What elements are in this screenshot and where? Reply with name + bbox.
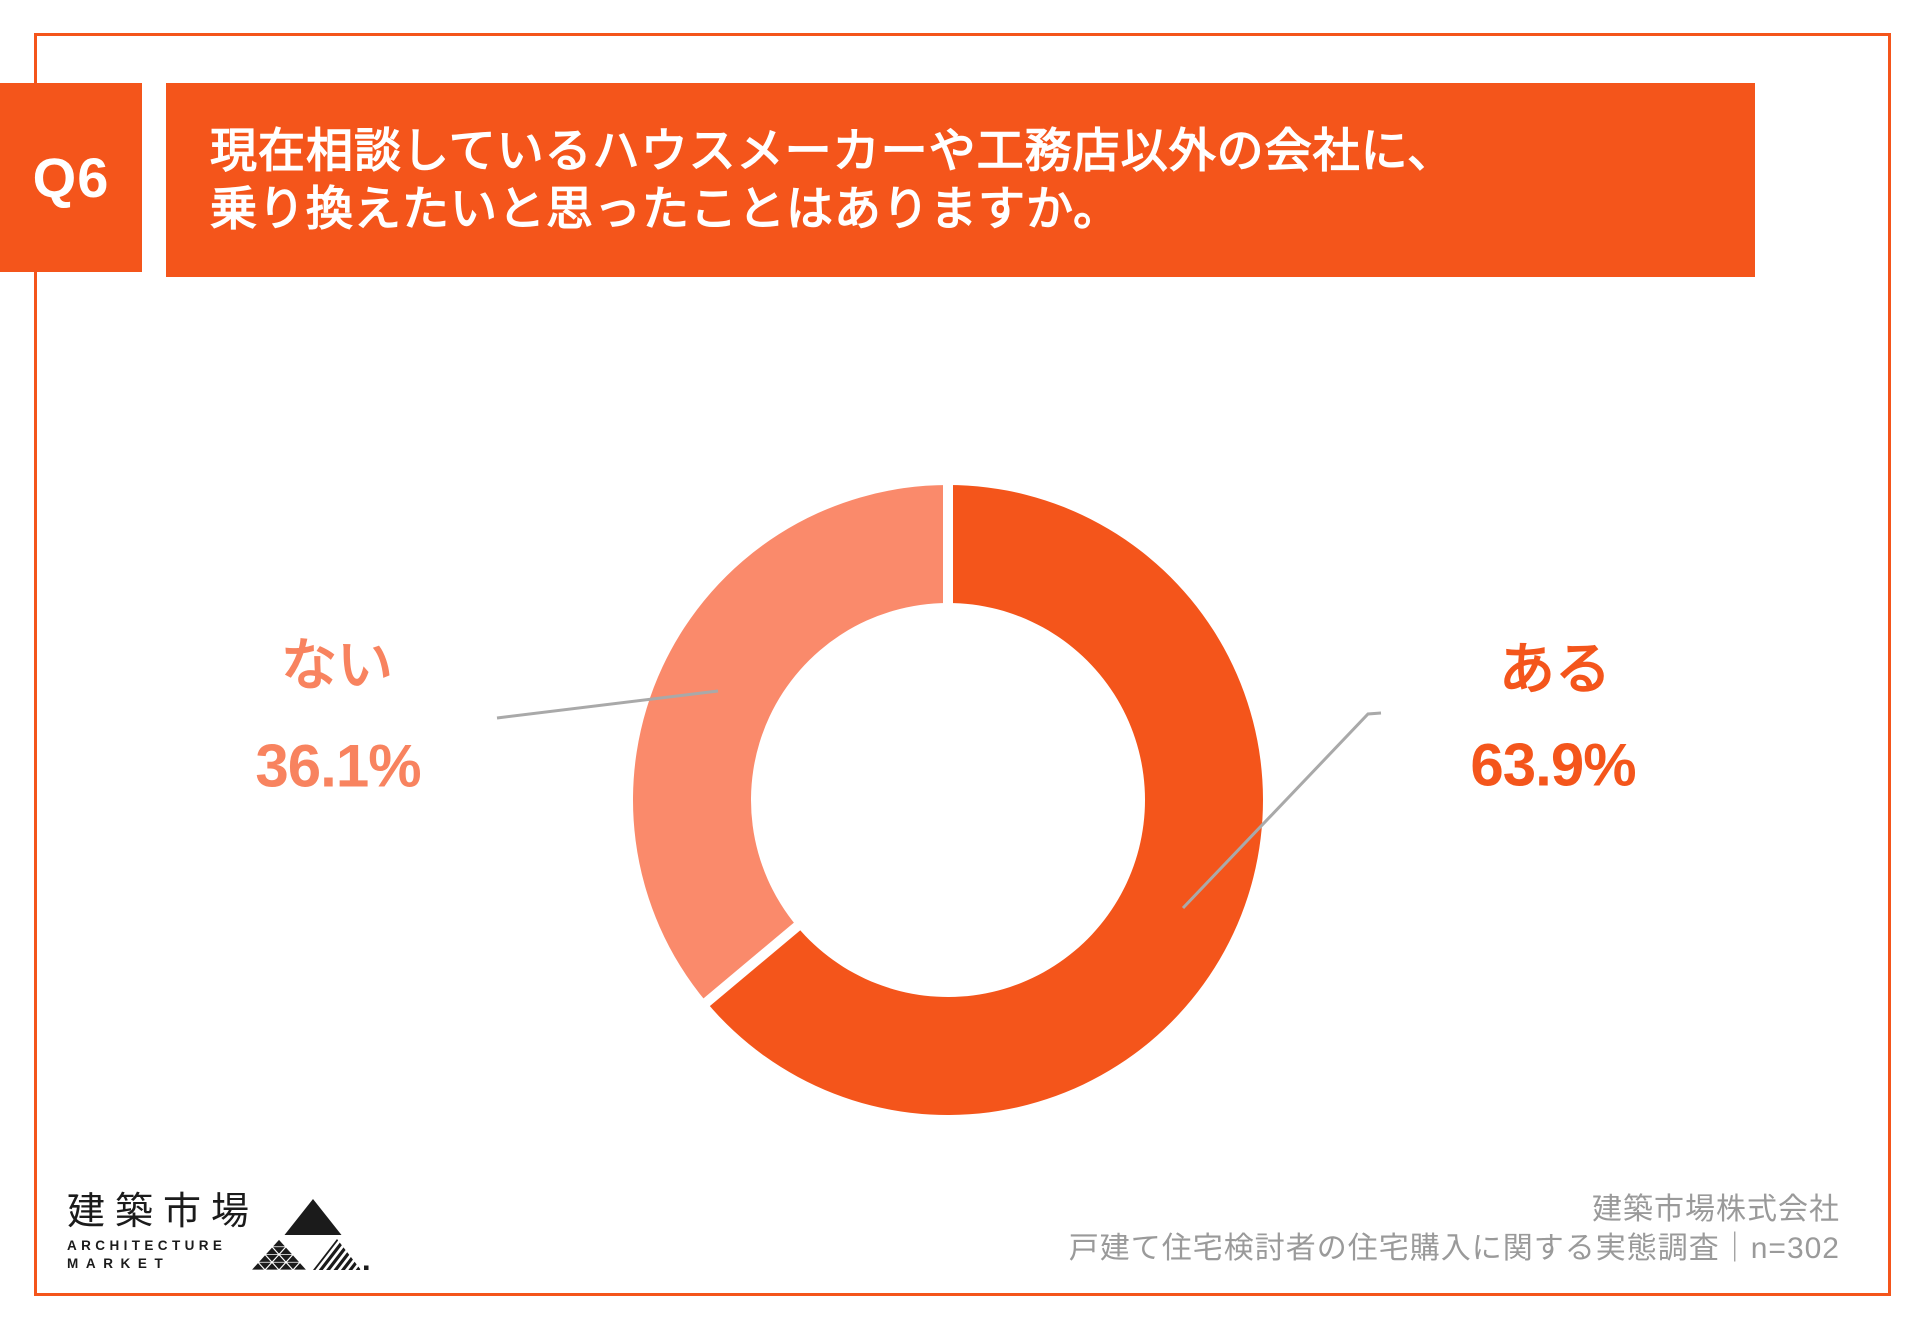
question-header-bar: 現在相談しているハウスメーカーや工務店以外の会社に、 乗り換えたいと思ったことは… <box>166 83 1755 277</box>
question-number-badge: Q6 <box>0 83 142 272</box>
logo-mosaic-up <box>273 1239 285 1247</box>
logo-triangle-striped <box>313 1239 362 1270</box>
survey-credit: 建築市場株式会社 戸建て住宅検討者の住宅購入に関する実態調査｜n=302 <box>1069 1190 1840 1268</box>
logo-mosaic-up <box>259 1255 271 1262</box>
leader-line-aru <box>1181 711 1382 910</box>
leader-line-nai <box>496 689 719 720</box>
logo-en-line2: MARKET <box>67 1256 171 1271</box>
question-title-line1: 現在相談しているハウスメーカーや工務店以外の会社に、 <box>210 124 1456 177</box>
logo-en-line1: ARCHITECTURE <box>67 1238 227 1253</box>
logo-triangle-top <box>284 1199 342 1235</box>
logo-mosaic-down <box>273 1247 285 1254</box>
logo-mosaic-down <box>266 1254 278 1262</box>
logo-mosaic-up <box>266 1247 278 1255</box>
credit-company: 建築市場株式会社 <box>1592 1193 1840 1226</box>
donut-segment-ない <box>632 485 948 1003</box>
question-title-line2: 乗り換えたいと思ったことはありますか。 <box>210 182 1122 235</box>
logo-mosaic-up <box>280 1263 292 1270</box>
logo-mosaic-up <box>280 1247 292 1255</box>
logo-mosaic-down <box>273 1262 285 1270</box>
logo-mosaic-up <box>273 1255 285 1262</box>
logo-dot <box>364 1265 369 1270</box>
logo-text: 建築市場 ARCHITECTURE MARKET <box>67 1192 259 1270</box>
logo-mosaic-down <box>287 1262 299 1270</box>
label-aru: ある <box>1499 637 1611 701</box>
logo-mosaic-down <box>280 1254 292 1262</box>
donut-segment-ある <box>706 485 1263 1115</box>
question-number: Q6 <box>32 146 110 209</box>
question-title: 現在相談しているハウスメーカーや工務店以外の会社に、 乗り換えたいと思ったことは… <box>210 122 1455 238</box>
credit-survey: 戸建て住宅検討者の住宅購入に関する実態調査｜n=302 <box>1068 1232 1840 1265</box>
logo-mosaic-up <box>294 1263 306 1270</box>
logo-jp-name: 建築市場 <box>67 1191 260 1233</box>
logo-mosaic-up <box>252 1263 264 1270</box>
company-logo: 建築市場 ARCHITECTURE MARKET <box>67 1192 373 1276</box>
label-nai: ない <box>281 633 393 697</box>
logo-mark-triangles-icon <box>252 1199 369 1270</box>
segment-divider <box>698 918 805 1010</box>
border-frame <box>34 33 1891 1296</box>
value-nai: 36.1% <box>255 732 421 800</box>
logo-mosaic-up <box>287 1255 299 1262</box>
value-aru: 63.9% <box>1470 731 1636 799</box>
logo-mosaic-up <box>266 1263 278 1270</box>
logo-mosaic-down <box>259 1262 271 1270</box>
